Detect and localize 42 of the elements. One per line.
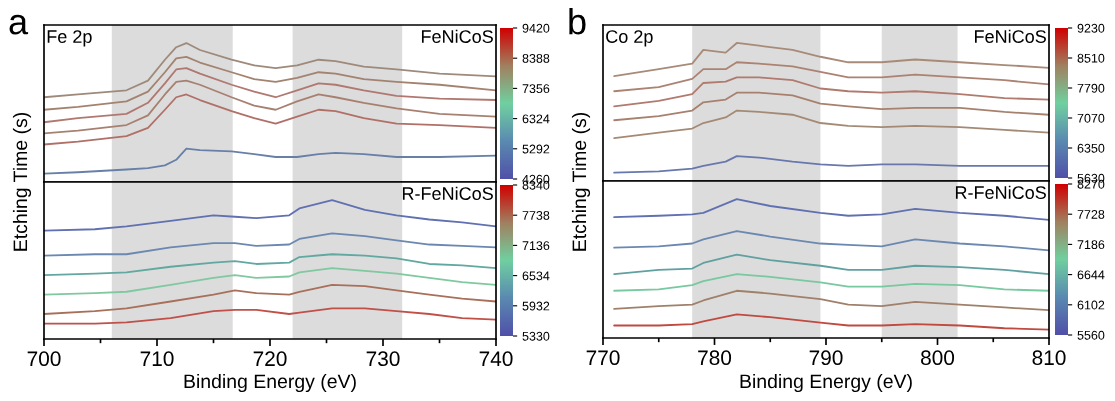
color-bar-label: 5932	[522, 301, 550, 311]
x-tick-label: 730	[366, 351, 400, 367]
y-axis-title: Etching Time (s)	[12, 112, 32, 251]
x-axis-title: Binding Energy (eV)	[740, 373, 912, 393]
color-bar-label: 7790	[1077, 83, 1105, 93]
color-bar-label: 6644	[1077, 270, 1105, 280]
text: FeNiCoS	[975, 29, 1046, 43]
color-bar-label: 5330	[522, 331, 550, 341]
color-bar-label: 8388	[522, 54, 550, 63]
chart-title: a	[9, 14, 29, 35]
color-bar-label: 8510	[1077, 53, 1105, 63]
x-tick-label: 710	[140, 351, 174, 367]
color-bar-label: 9420	[522, 23, 550, 33]
color-bar-label: 7136	[522, 241, 550, 251]
x-tick-label: 720	[253, 351, 287, 367]
x-axis-title: Binding Energy (eV)	[184, 373, 356, 393]
color-bar-label: 9230	[1077, 23, 1105, 33]
x-tick-label: 780	[698, 350, 732, 366]
x-tick-label: 790	[809, 350, 843, 366]
color-bar-label: 6324	[522, 114, 550, 124]
x-tick-label: 810	[1032, 350, 1066, 366]
color-bar-label: 7728	[1077, 210, 1105, 219]
y-axis-title: Etching Time (s)	[571, 112, 591, 251]
color-bar-label: 7186	[1077, 240, 1105, 250]
annotation: Fe 2p	[47, 30, 92, 47]
x-tick-label: 740	[479, 351, 513, 367]
chart-title: b	[569, 8, 586, 35]
color-bar-label: 7356	[522, 84, 550, 94]
color-bar-label: 5292	[522, 144, 550, 154]
color-bar-label: 6534	[522, 271, 550, 281]
x-tick-label: 800	[921, 350, 955, 366]
text: R-FeNiCoS	[955, 185, 1046, 199]
color-bar-label: 7738	[522, 211, 550, 220]
x-tick-label: 700	[27, 351, 61, 367]
color-bar-label: 5560	[1077, 330, 1105, 340]
annotation: Co 2p	[606, 30, 653, 47]
x-tick-label: 770	[586, 350, 620, 366]
text: FeNiCoS	[421, 29, 493, 43]
color-bar-label: 6350	[1077, 143, 1105, 153]
color-bar-label: 7070	[1077, 113, 1105, 123]
text: R-FeNiCoS	[402, 186, 493, 200]
color-bar-label: 6102	[1077, 300, 1105, 310]
